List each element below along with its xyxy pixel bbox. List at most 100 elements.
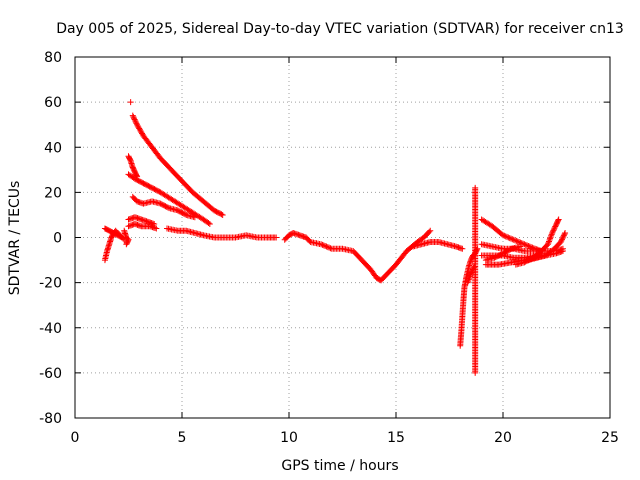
- data-point: [546, 238, 553, 245]
- data-point: [547, 235, 554, 242]
- data-point: [552, 223, 559, 230]
- series-track-k: [164, 225, 280, 241]
- y-tick-label: 60: [44, 95, 62, 111]
- series-track-h: [129, 193, 198, 221]
- data-point: [560, 233, 567, 240]
- data-point: [544, 241, 551, 248]
- data-point: [136, 125, 143, 132]
- data-point: [135, 124, 142, 131]
- data-point: [139, 130, 146, 137]
- data-point: [514, 238, 521, 245]
- data-point: [548, 231, 555, 238]
- data-point: [517, 243, 524, 250]
- data-point: [512, 237, 519, 244]
- data-point: [522, 241, 529, 248]
- y-tick-label: -20: [39, 276, 62, 292]
- data-point: [121, 227, 128, 234]
- data-point: [459, 245, 466, 252]
- data-point: [472, 369, 479, 376]
- data-point: [501, 232, 508, 239]
- y-tick-label: -60: [39, 366, 62, 382]
- data-point: [218, 211, 225, 218]
- data-point: [549, 228, 556, 235]
- data-point: [528, 244, 535, 251]
- data-point: [129, 112, 136, 119]
- data-point: [549, 229, 556, 236]
- data-point: [131, 115, 138, 122]
- data-point: [320, 242, 327, 249]
- series-track-l: [281, 227, 434, 284]
- data-point: [509, 236, 516, 243]
- data-point: [468, 269, 475, 276]
- data-point: [558, 237, 565, 244]
- data-point: [191, 214, 198, 221]
- data-point: [467, 270, 474, 277]
- data-point: [505, 234, 512, 241]
- data-point: [182, 211, 189, 218]
- series-track-e: [127, 99, 134, 106]
- data-point: [132, 117, 139, 124]
- data-point: [559, 236, 566, 243]
- data-point: [426, 228, 433, 235]
- data-point: [153, 225, 160, 232]
- data-point: [561, 231, 568, 238]
- y-axis-label: SDTVAR / TECUs: [7, 181, 23, 296]
- data-point: [508, 235, 515, 242]
- data-point: [156, 188, 163, 195]
- data-point: [547, 234, 554, 241]
- y-tick-label: 0: [53, 231, 62, 247]
- y-tick-label: -40: [39, 321, 62, 337]
- data-point: [513, 237, 520, 244]
- x-tick-label: 5: [178, 430, 187, 446]
- chart-title: Day 005 of 2025, Sidereal Day-to-day VTE…: [56, 21, 624, 37]
- x-axis-label: GPS time / hours: [281, 458, 398, 474]
- series-track-d: [125, 153, 141, 180]
- data-point: [560, 232, 567, 239]
- y-tick-label: 40: [44, 140, 62, 156]
- data-point: [525, 242, 532, 249]
- data-point: [545, 239, 552, 246]
- data-point: [551, 224, 558, 231]
- series-track-m: [410, 239, 466, 252]
- data-point: [127, 99, 134, 106]
- data-point: [559, 235, 566, 242]
- data-point: [206, 220, 213, 227]
- data-point: [326, 244, 333, 251]
- data-point: [502, 233, 509, 240]
- data-point: [134, 121, 141, 128]
- data-point: [132, 119, 139, 126]
- data-point: [427, 227, 434, 234]
- data-point: [136, 126, 143, 133]
- x-tick-label: 15: [387, 430, 405, 446]
- series-track-p: [472, 184, 479, 376]
- data-point: [306, 237, 313, 244]
- data-point: [134, 122, 141, 129]
- axes: 0 5 10 15 20 25 -80 -60 -40 -20 0 20 40 60 80: [39, 50, 619, 446]
- x-tick-label: 25: [601, 430, 619, 446]
- data-point: [205, 220, 212, 227]
- series-track-u: [482, 243, 524, 264]
- data-point: [557, 239, 564, 246]
- data-point: [504, 233, 511, 240]
- data-points: [101, 99, 569, 376]
- data-point: [273, 234, 280, 241]
- series-track-j: [125, 220, 160, 232]
- data-point: [559, 248, 566, 255]
- data-point: [550, 227, 557, 234]
- series-track-g: [125, 171, 213, 227]
- data-point: [130, 113, 137, 120]
- data-point: [551, 226, 558, 233]
- grid: [75, 57, 610, 418]
- series-track-f: [129, 112, 226, 218]
- data-point: [219, 211, 226, 218]
- data-point: [323, 243, 330, 250]
- x-tick-label: 0: [71, 430, 80, 446]
- data-point: [324, 244, 331, 251]
- data-point: [507, 246, 514, 253]
- x-tick-label: 10: [280, 430, 298, 446]
- data-point: [524, 242, 531, 249]
- data-point: [555, 217, 562, 224]
- y-tick-label: 80: [44, 50, 62, 66]
- data-point: [133, 120, 140, 127]
